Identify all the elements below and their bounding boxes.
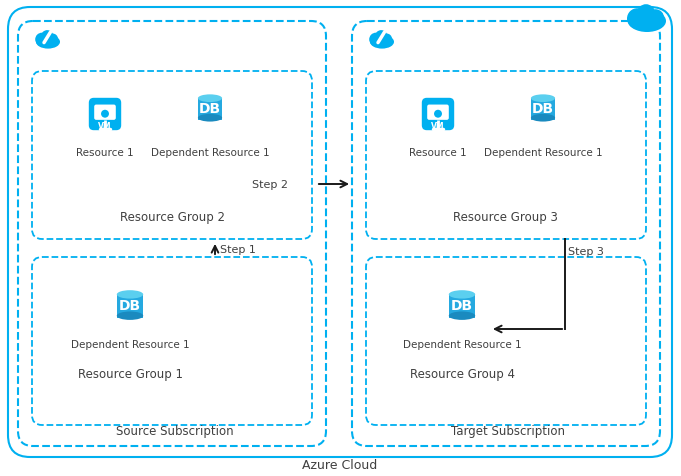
Ellipse shape <box>531 115 555 122</box>
Text: Resource Group 3: Resource Group 3 <box>453 211 558 224</box>
Circle shape <box>646 10 664 28</box>
Ellipse shape <box>117 312 143 320</box>
FancyBboxPatch shape <box>32 72 312 239</box>
Circle shape <box>35 34 48 47</box>
Bar <box>117 295 143 318</box>
Text: Dependent Resource 1: Dependent Resource 1 <box>484 148 602 158</box>
Text: Step 3: Step 3 <box>568 247 604 257</box>
Bar <box>198 99 222 120</box>
Text: VM: VM <box>431 121 445 130</box>
Circle shape <box>434 110 442 119</box>
Circle shape <box>637 5 655 23</box>
FancyBboxPatch shape <box>18 22 326 446</box>
FancyBboxPatch shape <box>366 72 646 239</box>
Bar <box>449 295 475 318</box>
Text: Azure: Azure <box>367 53 396 62</box>
Text: VM: VM <box>98 121 112 130</box>
Ellipse shape <box>36 36 60 50</box>
Circle shape <box>369 34 383 47</box>
Circle shape <box>375 31 387 43</box>
Text: Dependent Resource 1: Dependent Resource 1 <box>151 148 269 158</box>
Ellipse shape <box>449 312 475 320</box>
Text: Resource 1: Resource 1 <box>76 148 133 158</box>
FancyBboxPatch shape <box>94 105 116 120</box>
Text: DB: DB <box>199 102 221 116</box>
Text: Step 1: Step 1 <box>220 245 256 255</box>
Text: DB: DB <box>451 298 473 313</box>
FancyBboxPatch shape <box>32 258 312 425</box>
Bar <box>531 99 555 120</box>
Text: Azure: Azure <box>33 53 63 62</box>
Circle shape <box>381 34 392 46</box>
Text: DB: DB <box>532 102 554 116</box>
Circle shape <box>47 34 58 46</box>
Text: Resource Group 4: Resource Group 4 <box>409 367 515 380</box>
FancyBboxPatch shape <box>366 258 646 425</box>
Circle shape <box>41 31 53 43</box>
Text: Resource Group 1: Resource Group 1 <box>78 367 183 380</box>
Text: Step 2: Step 2 <box>252 179 288 189</box>
Ellipse shape <box>117 290 143 299</box>
Circle shape <box>627 9 648 30</box>
FancyBboxPatch shape <box>422 99 454 131</box>
FancyBboxPatch shape <box>427 105 449 120</box>
Ellipse shape <box>628 11 666 33</box>
Ellipse shape <box>198 115 222 122</box>
Ellipse shape <box>198 95 222 103</box>
Ellipse shape <box>370 36 394 50</box>
Text: Resource Group 2: Resource Group 2 <box>119 211 225 224</box>
FancyBboxPatch shape <box>8 8 672 457</box>
Text: Source Subscription: Source Subscription <box>116 425 234 437</box>
Ellipse shape <box>531 95 555 103</box>
Circle shape <box>101 110 109 119</box>
FancyBboxPatch shape <box>89 99 121 131</box>
Text: Target Subscription: Target Subscription <box>451 425 565 437</box>
Text: DB: DB <box>119 298 141 313</box>
FancyBboxPatch shape <box>352 22 660 446</box>
Ellipse shape <box>449 290 475 299</box>
Text: Resource 1: Resource 1 <box>409 148 466 158</box>
Text: Dependent Resource 1: Dependent Resource 1 <box>402 339 522 349</box>
Text: Azure Cloud: Azure Cloud <box>302 458 378 472</box>
Text: Dependent Resource 1: Dependent Resource 1 <box>71 339 189 349</box>
